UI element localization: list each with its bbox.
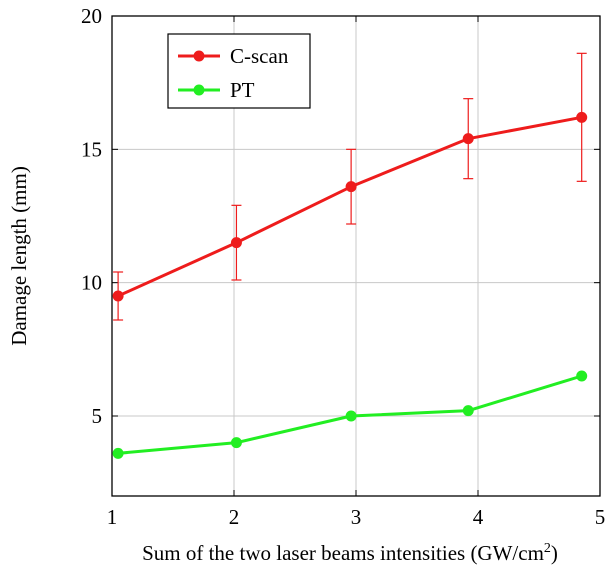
y-tick-label: 20 — [81, 4, 102, 28]
x-tick-label: 5 — [595, 505, 606, 529]
y-tick-label: 15 — [81, 137, 102, 161]
data-point — [230, 237, 242, 249]
legend: C-scan PT — [167, 33, 311, 109]
data-point — [576, 111, 588, 123]
x-tick-label: 3 — [351, 505, 362, 529]
legend-marker — [193, 50, 205, 62]
data-point — [576, 370, 588, 382]
axis-ticks: 1 2 3 4 5 5 10 15 20 — [81, 4, 605, 529]
x-tick-label: 1 — [107, 505, 118, 529]
data-point — [462, 405, 474, 417]
legend-label: PT — [230, 78, 255, 102]
data-point — [345, 410, 357, 422]
y-axis-title: Damage length (mm) — [7, 166, 31, 346]
y-tick-label: 10 — [81, 271, 102, 295]
y-tick-label: 5 — [92, 404, 103, 428]
x-axis-title-superscript: 2 — [544, 541, 551, 556]
legend-label: C-scan — [230, 44, 289, 68]
series-layer — [112, 52, 588, 459]
x-axis-title-suffix: ) — [551, 541, 558, 565]
data-point — [230, 437, 242, 449]
legend-box — [167, 33, 311, 109]
x-tick-label: 2 — [229, 505, 240, 529]
legend-marker — [193, 84, 205, 96]
series-line — [117, 115, 582, 298]
data-point — [112, 447, 124, 459]
series-pt — [112, 370, 588, 459]
data-point — [345, 181, 357, 193]
data-point — [462, 133, 474, 145]
x-tick-label: 4 — [473, 505, 484, 529]
x-axis-title-main: Sum of the two laser beams intensities (… — [142, 541, 544, 565]
x-axis-title: Sum of the two laser beams intensities (… — [142, 541, 558, 565]
data-point — [112, 290, 124, 302]
series-c-scan — [112, 52, 588, 321]
